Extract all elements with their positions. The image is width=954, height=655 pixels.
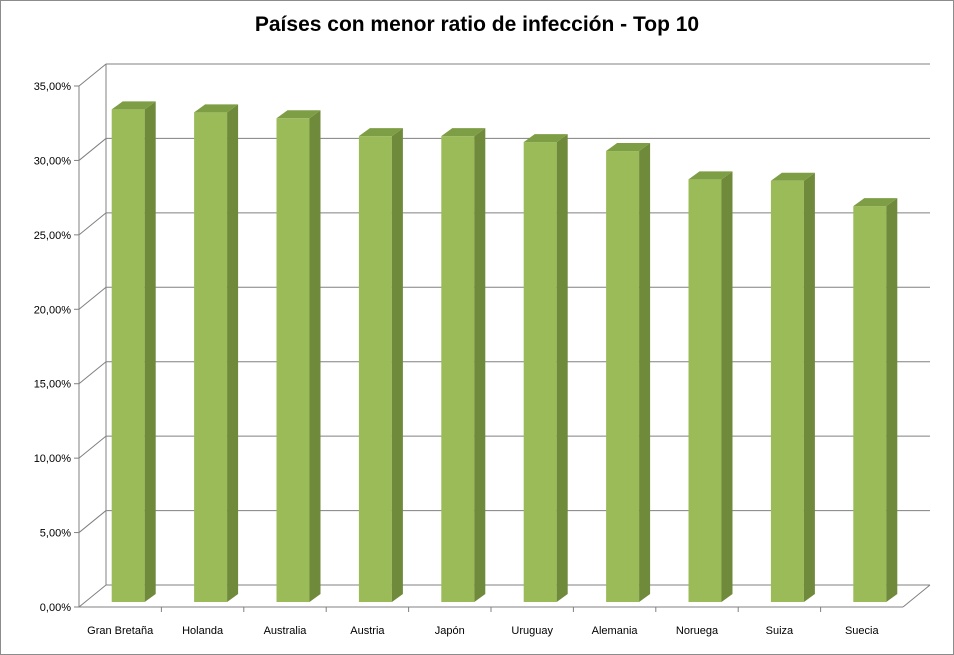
bar bbox=[523, 134, 568, 602]
y-axis-ticks: 0,00% 5,00% 10,00% 15,00% 20,00% 25,00% 30,00%… bbox=[34, 81, 79, 614]
bar-front bbox=[523, 142, 557, 602]
bar-top bbox=[276, 110, 321, 119]
x-tick-label: Alemania bbox=[592, 625, 639, 637]
bar bbox=[441, 128, 486, 602]
side-gridline bbox=[78, 138, 107, 161]
bar-top bbox=[194, 104, 239, 113]
side-gridline bbox=[78, 361, 107, 385]
x-axis-ticks: Gran Bretaña Holanda Australia Austria Japón… bbox=[87, 607, 879, 637]
bar-front bbox=[358, 136, 392, 602]
bar-front bbox=[606, 151, 640, 602]
y-tick-label: 5,00% bbox=[40, 528, 71, 540]
bar-front bbox=[853, 206, 887, 602]
y-tick-label: 25,00% bbox=[34, 230, 72, 242]
bar-top bbox=[688, 171, 733, 180]
y-tick-label: 35,00% bbox=[34, 81, 72, 93]
x-tick-label: Suecia bbox=[845, 625, 880, 637]
bar-front bbox=[111, 109, 145, 602]
side-gridline bbox=[78, 435, 107, 459]
x-tick-label: Gran Bretaña bbox=[87, 625, 154, 637]
x-tick-label: Noruega bbox=[676, 625, 719, 637]
x-tick-label: Japón bbox=[435, 625, 465, 637]
y-tick-label: 0,00% bbox=[40, 602, 71, 614]
bar-side bbox=[474, 128, 486, 602]
bar bbox=[358, 128, 403, 602]
bar-top bbox=[441, 128, 486, 137]
bar-top bbox=[606, 143, 651, 152]
floor-right-edge bbox=[902, 584, 931, 608]
bars bbox=[111, 101, 898, 603]
bar-top bbox=[111, 101, 156, 110]
bar bbox=[111, 101, 156, 602]
bar-side bbox=[227, 104, 239, 602]
side-gridline bbox=[78, 584, 107, 608]
bar-side bbox=[556, 134, 568, 602]
bar bbox=[606, 143, 651, 602]
side-gridline bbox=[78, 212, 107, 236]
bar-front bbox=[770, 180, 804, 602]
bar-front bbox=[688, 179, 722, 603]
y-tick-label: 20,00% bbox=[34, 304, 72, 316]
bar-side bbox=[886, 198, 898, 602]
y-tick-label: 10,00% bbox=[34, 453, 72, 465]
bar-front bbox=[276, 118, 310, 602]
bar bbox=[276, 110, 321, 602]
bar bbox=[853, 198, 898, 602]
bar bbox=[194, 104, 239, 602]
bar-front bbox=[194, 112, 228, 602]
x-tick-label: Uruguay bbox=[511, 625, 553, 637]
bar-front bbox=[441, 136, 475, 602]
bar-side bbox=[639, 143, 651, 602]
bar-side bbox=[309, 110, 321, 602]
bar-side bbox=[144, 101, 156, 602]
side-gridline bbox=[78, 510, 107, 533]
x-tick-label: Austria bbox=[350, 625, 385, 637]
bar bbox=[770, 172, 815, 602]
bar-side bbox=[391, 128, 403, 602]
bar-side bbox=[803, 172, 815, 602]
y-tick-label: 30,00% bbox=[34, 155, 72, 167]
x-tick-label: Suiza bbox=[766, 625, 794, 637]
chart-title: Países con menor ratio de infección - To… bbox=[254, 13, 700, 36]
bar-top bbox=[770, 172, 815, 181]
x-tick-label: Australia bbox=[264, 625, 308, 637]
bar-side bbox=[721, 171, 733, 603]
x-tick-label: Holanda bbox=[182, 625, 224, 637]
bar-top bbox=[853, 198, 898, 207]
y-tick-label: 15,00% bbox=[34, 379, 72, 391]
bar-top bbox=[523, 134, 568, 143]
bar-top bbox=[358, 128, 403, 137]
side-gridline bbox=[78, 63, 107, 87]
bar bbox=[688, 171, 733, 603]
side-gridline bbox=[78, 286, 107, 310]
